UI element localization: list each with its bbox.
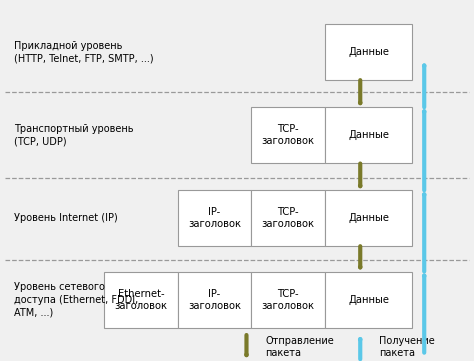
Text: Уровень Internet (IP): Уровень Internet (IP) bbox=[14, 213, 118, 223]
Text: Данные: Данные bbox=[348, 130, 389, 140]
Text: Отправление
пакета: Отправление пакета bbox=[265, 336, 334, 358]
Bar bbox=[104, 271, 178, 328]
Text: Данные: Данные bbox=[348, 47, 389, 57]
Text: Получение
пакета: Получение пакета bbox=[379, 336, 435, 358]
Bar bbox=[178, 191, 251, 246]
Text: TCP-
заголовок: TCP- заголовок bbox=[262, 208, 314, 229]
Bar bbox=[251, 271, 325, 328]
Text: TCP-
заголовок: TCP- заголовок bbox=[262, 125, 314, 146]
Text: Прикладной уровень
(HTTP, Telnet, FTP, SMTP, ...): Прикладной уровень (HTTP, Telnet, FTP, S… bbox=[14, 41, 154, 64]
Text: Ethernet-
заголовок: Ethernet- заголовок bbox=[115, 289, 167, 310]
Bar bbox=[325, 108, 412, 163]
Bar bbox=[251, 191, 325, 246]
Text: Транспортный уровень
(TCP, UDP): Транспортный уровень (TCP, UDP) bbox=[14, 124, 134, 147]
Bar bbox=[178, 271, 251, 328]
Text: Уровень сетевого
доступа (Ethernet, FDDI,
ATM, ...): Уровень сетевого доступа (Ethernet, FDDI… bbox=[14, 282, 138, 317]
Text: IP-
заголовок: IP- заголовок bbox=[188, 289, 241, 310]
Text: Данные: Данные bbox=[348, 213, 389, 223]
Text: IP-
заголовок: IP- заголовок bbox=[188, 208, 241, 229]
Bar bbox=[325, 24, 412, 80]
Bar bbox=[251, 108, 325, 163]
Bar bbox=[325, 271, 412, 328]
Bar bbox=[325, 191, 412, 246]
Text: TCP-
заголовок: TCP- заголовок bbox=[262, 289, 314, 310]
Text: Данные: Данные bbox=[348, 295, 389, 305]
